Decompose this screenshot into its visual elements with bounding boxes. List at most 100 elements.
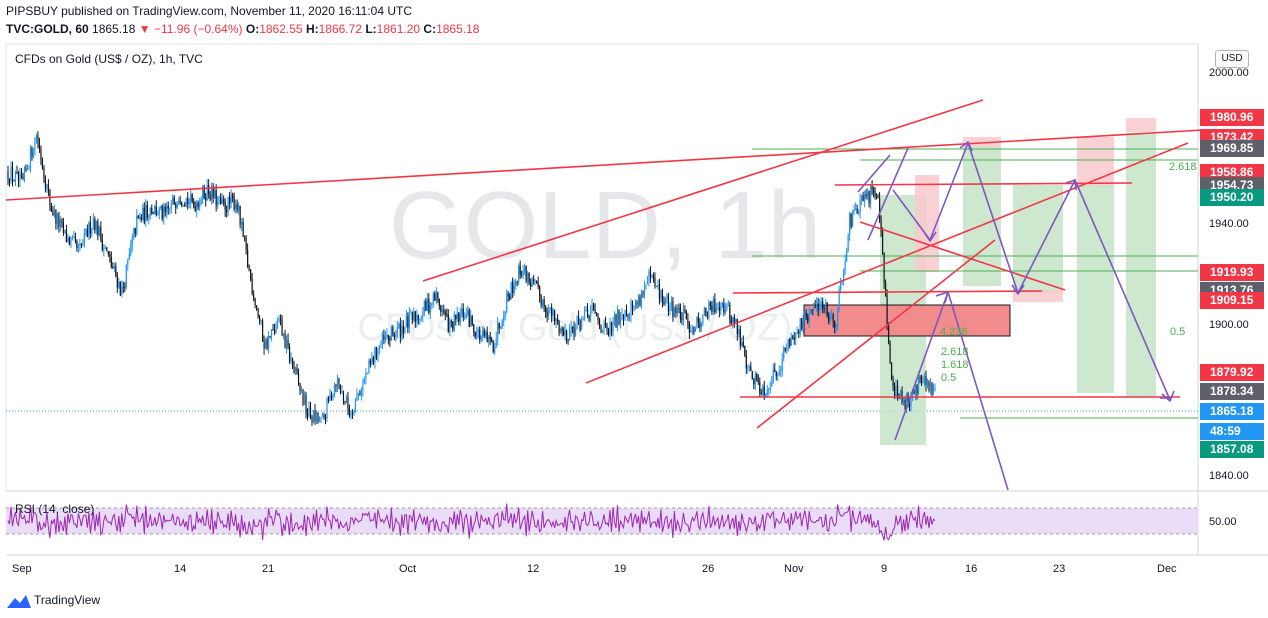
candle-body xyxy=(494,346,496,353)
candle-body xyxy=(65,229,68,242)
candle-body xyxy=(723,302,725,313)
candle-body xyxy=(847,235,849,251)
candle-body xyxy=(676,307,679,314)
candle-body xyxy=(926,381,929,386)
candle-body xyxy=(202,186,204,200)
candle-body xyxy=(648,271,650,282)
candle-body xyxy=(260,320,262,322)
candle-body xyxy=(660,290,662,299)
candle-body xyxy=(527,273,529,282)
candle-body xyxy=(393,335,395,338)
candle-body xyxy=(7,171,9,179)
time-axis[interactable]: Sep 14 21 Oct 12 19 26 Nov 9 16 23 Dec xyxy=(12,563,1177,575)
candle-body xyxy=(184,204,186,207)
candle-body xyxy=(934,387,936,391)
candle-body xyxy=(831,314,833,318)
candle-body xyxy=(651,275,653,277)
candle-body xyxy=(300,390,303,392)
candle-body xyxy=(215,190,217,206)
candle-body xyxy=(757,380,759,382)
candle-body xyxy=(476,331,478,338)
candle-body xyxy=(826,302,828,315)
series-legend[interactable]: CFDs on Gold (US$ / OZ), 1h, TVC xyxy=(15,52,203,66)
candle-body xyxy=(287,339,289,347)
candle-body xyxy=(56,213,59,224)
candle-body xyxy=(870,186,872,204)
candle-body xyxy=(479,329,481,340)
candle-body xyxy=(548,308,550,317)
footer-brand[interactable]: TradingView xyxy=(34,593,101,607)
currency-button[interactable]: USD xyxy=(1215,50,1249,68)
candle-body xyxy=(560,328,562,334)
publish-info: PIPSBUY published on TradingView.com, No… xyxy=(6,4,413,18)
candle-body xyxy=(748,366,750,368)
candle-body xyxy=(435,292,437,301)
candle-body xyxy=(187,198,189,204)
candle-body xyxy=(98,227,100,236)
candle-body xyxy=(408,313,410,328)
candle-body xyxy=(808,312,810,322)
candle-body xyxy=(152,213,154,214)
candle-body xyxy=(172,197,174,203)
candle-body xyxy=(461,308,463,314)
candle-body xyxy=(512,281,514,294)
candle-body xyxy=(312,410,315,422)
candle-body xyxy=(314,410,316,422)
candle-body xyxy=(79,244,81,246)
candle-body xyxy=(636,301,638,305)
candle-body xyxy=(546,311,548,317)
candle-body xyxy=(113,266,115,269)
fib-label: 4.236 xyxy=(940,326,968,338)
candle-body xyxy=(299,382,301,392)
candle-body xyxy=(899,390,902,398)
price-tick: 1900.00 xyxy=(1209,319,1249,331)
candle-body xyxy=(82,244,84,245)
candle-body xyxy=(913,391,915,394)
candle-body xyxy=(574,327,577,336)
price-badge: 1980.96 xyxy=(1210,110,1254,124)
candle-body xyxy=(862,195,864,202)
price-badge: 1969.85 xyxy=(1210,141,1254,155)
candle-body xyxy=(510,281,512,300)
candle-body xyxy=(61,219,63,223)
candle-body xyxy=(610,322,613,332)
candle-body xyxy=(270,329,273,337)
candle-body xyxy=(762,386,764,394)
candle-body xyxy=(592,304,595,310)
candle-body xyxy=(294,368,297,373)
candle-body xyxy=(729,304,731,320)
candle-body xyxy=(732,317,734,323)
candle-body xyxy=(47,184,50,190)
symbol-label[interactable]: TVC:GOLD, 60 xyxy=(6,22,89,36)
candle-body xyxy=(543,299,545,308)
candle-body xyxy=(867,191,869,197)
candle-body xyxy=(540,296,542,306)
candle-body xyxy=(628,316,631,318)
candle-body xyxy=(317,412,319,423)
candle-body xyxy=(594,309,596,314)
candle-body xyxy=(40,148,42,160)
candle-body xyxy=(705,307,707,317)
candle-body xyxy=(118,281,120,288)
candle-body xyxy=(309,406,312,417)
candle-body xyxy=(932,390,935,395)
close-label: C: xyxy=(423,22,437,36)
candle-body xyxy=(107,251,109,255)
price-badge: 1954.73 xyxy=(1210,178,1254,192)
candle-body xyxy=(285,339,288,349)
candle-body xyxy=(766,390,768,395)
candle-body xyxy=(706,316,708,318)
candle-body xyxy=(595,313,598,316)
candle-body xyxy=(823,308,825,310)
tradingview-logo-icon[interactable] xyxy=(6,592,32,610)
candle-body xyxy=(308,406,310,416)
price-axis[interactable]: 2000.00 1940.00 1900.00 1840.00 xyxy=(1209,67,1249,482)
candle-body xyxy=(568,330,571,341)
price-badge-bg xyxy=(1200,189,1264,206)
candle-body xyxy=(488,336,490,343)
candle-body xyxy=(161,205,163,219)
price-badge-bg xyxy=(1200,140,1264,157)
candle-body xyxy=(925,376,927,386)
candle-body xyxy=(38,142,41,149)
